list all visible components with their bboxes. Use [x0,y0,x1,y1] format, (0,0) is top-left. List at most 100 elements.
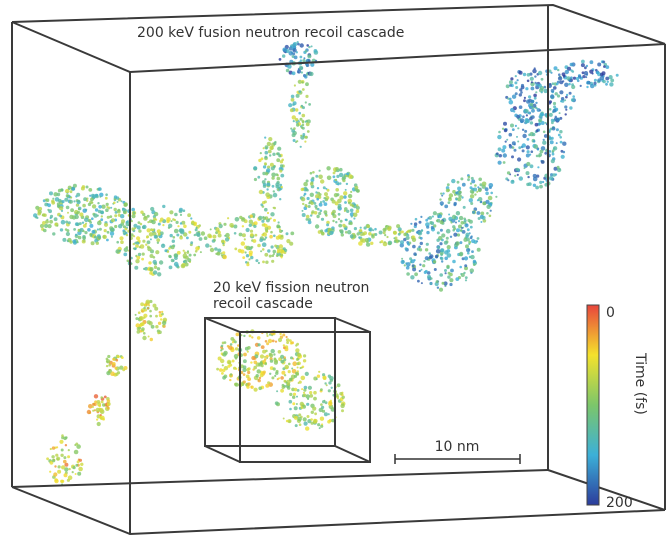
cascade-point [296,362,299,365]
cascade-point [319,170,321,172]
cascade-point [92,410,94,412]
cascade-point [259,238,263,242]
cascade-point [459,252,463,256]
cascade-point [413,252,416,255]
cascade-point [250,215,253,218]
cascade-point [183,209,186,212]
cascade-point [110,207,112,209]
cascade-point [283,346,286,349]
cascade-point [62,238,66,242]
cascade-point [264,162,267,165]
cascade-point [313,397,317,401]
colorbar-tick: 200 [606,495,633,511]
cascade-point [179,236,183,240]
cascade-point [470,255,474,259]
cascade-point [292,402,295,405]
cascade-point [350,209,354,213]
cascade-point [133,212,136,215]
cascade-point [321,218,324,221]
cascade-point [159,260,163,264]
cascade-point [223,244,225,246]
cascade-point [306,122,310,126]
cascade-point [257,336,261,340]
cascade-point [263,165,266,168]
cascade-point [349,222,352,225]
cascade-point [310,172,313,175]
cascade-point [536,155,539,158]
cascade-point [271,376,274,379]
cascade-point [49,191,53,195]
cascade-point [437,246,440,249]
cascade-point [87,228,91,232]
cascade-point [523,99,526,102]
cascade-point [247,262,249,264]
cascade-point [469,198,473,202]
cascade-point [501,149,505,153]
cascade-point [83,230,85,232]
cascade-point [162,205,165,208]
cascade-point [302,59,305,62]
cascade-point [273,207,275,209]
cascade-point [471,177,474,180]
cascade-point [451,179,455,183]
cascade-point [570,76,573,79]
cascade-point [263,217,267,221]
cascade-point [249,220,253,224]
cascade-point [112,358,115,361]
cascade-point [441,195,443,197]
cascade-point [85,223,87,225]
cascade-point [273,142,276,145]
cascade-point [527,73,531,77]
cascade-point [138,253,141,256]
cascade-point [412,264,415,267]
cascade-point [447,189,450,192]
cascade-point [528,182,532,186]
cascade-point [305,95,308,98]
cascade-point [181,264,186,269]
cascade-point [388,242,392,246]
cascade-point [314,202,317,205]
cascade-point [576,77,579,80]
cascade-point [174,229,179,234]
cascade-point [279,244,283,248]
cascade-point [440,193,442,195]
cascade-point [292,115,296,119]
cascade-point [439,242,442,245]
cascade-point [160,218,164,222]
cascade-point [519,71,523,75]
cascade-point [273,193,278,198]
cascade-point [272,153,275,156]
cascade-point [196,227,198,229]
cascade-point [138,311,141,314]
cascade-point [201,231,205,235]
cascade-point [280,174,284,178]
cascade-point [255,234,258,237]
cascade-point [311,422,314,425]
cascade-point [310,202,313,205]
cascade-point [142,253,145,256]
cascade-point [292,71,296,75]
cascade-point [560,141,563,144]
cascade-point [279,169,282,172]
cascade-point [517,79,519,81]
cascade-point [299,66,303,70]
cascade-point [302,88,305,91]
cascade-point [280,389,284,393]
cascade-point [302,203,304,205]
cascade-point [320,179,324,183]
cascade-point [503,153,507,157]
cascade-point [279,333,281,335]
cascade-point [550,72,552,74]
cascade-point [94,394,98,398]
cascade-point [273,190,275,192]
cascade-point [297,353,301,357]
cascade-point [356,204,358,206]
cascade-point [107,216,110,219]
cascade-point [364,226,367,229]
cascade-point [264,137,266,139]
cascade-point [271,260,274,263]
cascade-point [440,201,444,205]
cascade-point [467,178,470,181]
cascade-point [104,223,108,227]
cascade-point [586,86,588,88]
